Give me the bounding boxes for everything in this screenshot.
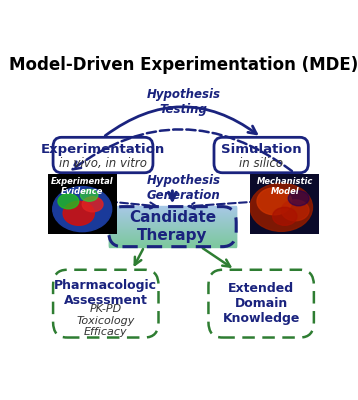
Bar (108, 208, 236, 209)
Bar (108, 214, 236, 215)
Bar (108, 220, 236, 221)
Bar (108, 226, 236, 227)
FancyBboxPatch shape (214, 137, 308, 173)
Bar (108, 243, 236, 244)
Bar (108, 246, 236, 247)
Bar (108, 216, 236, 217)
Bar (108, 234, 236, 235)
Bar (108, 232, 236, 233)
Text: Extended
Domain
Knowledge: Extended Domain Knowledge (222, 282, 300, 325)
Bar (108, 240, 236, 241)
Bar (108, 229, 236, 230)
Bar (108, 233, 236, 234)
Bar (108, 241, 236, 242)
Text: Model-Driven Experimentation (MDE): Model-Driven Experimentation (MDE) (9, 56, 358, 74)
Bar (108, 223, 236, 224)
Bar (108, 224, 236, 225)
Text: Candidate
Therapy: Candidate Therapy (129, 210, 216, 243)
Bar (108, 212, 236, 213)
Text: in vivo, in vitro: in vivo, in vitro (59, 157, 147, 170)
Bar (108, 235, 236, 236)
Bar (108, 236, 236, 237)
Bar (108, 219, 236, 220)
Bar (108, 217, 236, 218)
Bar (108, 239, 236, 240)
Bar (108, 216, 236, 217)
Bar (108, 218, 236, 219)
Bar (108, 232, 236, 233)
Bar (108, 229, 236, 230)
Bar (108, 213, 236, 214)
Bar (108, 207, 236, 208)
Bar (108, 242, 236, 243)
Bar (108, 242, 236, 243)
Bar (108, 215, 236, 216)
Bar (108, 215, 236, 216)
Bar (108, 234, 236, 235)
Bar (108, 222, 236, 223)
Text: Pharmacologic
Assessment: Pharmacologic Assessment (54, 280, 157, 308)
Bar (108, 212, 236, 213)
Bar (108, 225, 236, 226)
Text: PK-PD
Toxicology
Efficacy: PK-PD Toxicology Efficacy (77, 304, 135, 337)
Bar (108, 217, 236, 218)
Text: Simulation: Simulation (221, 143, 301, 156)
Bar (108, 227, 236, 228)
Bar (108, 245, 236, 246)
Bar (108, 221, 236, 222)
Bar (108, 228, 236, 229)
Bar (108, 240, 236, 241)
Text: in silico: in silico (239, 157, 283, 170)
Text: Hypothesis
Testing: Hypothesis Testing (146, 88, 221, 116)
Bar (108, 236, 236, 237)
Bar (108, 214, 236, 215)
Bar (108, 245, 236, 246)
FancyBboxPatch shape (53, 137, 153, 173)
Bar (108, 243, 236, 244)
Bar (108, 211, 236, 212)
Bar (108, 230, 236, 231)
FancyBboxPatch shape (53, 270, 159, 338)
Bar (108, 231, 236, 232)
Bar (108, 209, 236, 210)
Bar (108, 244, 236, 245)
Bar (108, 225, 236, 226)
Bar (108, 206, 236, 207)
Bar (108, 238, 236, 239)
Bar (108, 237, 236, 238)
Bar (108, 218, 236, 219)
Bar (108, 227, 236, 228)
Bar (108, 219, 236, 220)
Bar (108, 208, 236, 209)
FancyBboxPatch shape (208, 270, 314, 338)
Bar (108, 213, 236, 214)
Bar (108, 224, 236, 225)
Bar (108, 226, 236, 227)
Bar (108, 220, 236, 221)
Bar (108, 235, 236, 236)
Bar (108, 207, 236, 208)
Bar (108, 209, 236, 210)
Bar (108, 222, 236, 223)
Bar (108, 223, 236, 224)
Bar (108, 230, 236, 231)
Bar (108, 241, 236, 242)
Bar (108, 239, 236, 240)
Bar (108, 237, 236, 238)
Text: Hypothesis
Generation: Hypothesis Generation (146, 174, 221, 202)
Bar (108, 228, 236, 229)
Bar (108, 210, 236, 211)
Bar (108, 210, 236, 211)
Bar (108, 244, 236, 245)
Bar (108, 233, 236, 234)
Text: Experimentation: Experimentation (41, 143, 165, 156)
Bar (108, 238, 236, 239)
Bar (108, 211, 236, 212)
Bar (108, 231, 236, 232)
Bar (108, 221, 236, 222)
